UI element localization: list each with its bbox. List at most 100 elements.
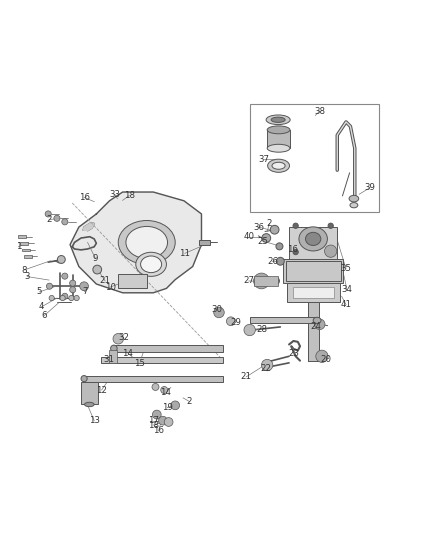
Text: 15: 15 [134,359,145,368]
Bar [83,376,223,382]
Ellipse shape [266,115,290,125]
Circle shape [276,243,283,250]
Ellipse shape [81,376,87,382]
Text: 8: 8 [21,265,27,274]
Ellipse shape [268,159,290,172]
Circle shape [152,383,159,391]
Text: 33: 33 [109,190,120,199]
Text: 17: 17 [148,416,159,425]
Circle shape [276,257,284,265]
Text: 4: 4 [39,302,44,311]
Text: 14: 14 [122,349,134,358]
Text: 18: 18 [148,421,159,430]
Bar [250,317,318,324]
Ellipse shape [272,162,285,169]
Bar [287,283,340,302]
Circle shape [62,273,68,279]
Bar [199,240,210,245]
Circle shape [80,282,88,290]
Text: 7: 7 [83,287,88,296]
Text: 37: 37 [258,155,270,164]
Text: 14: 14 [160,388,171,397]
Text: 26: 26 [267,257,278,266]
Circle shape [69,295,74,301]
Text: 23: 23 [289,349,300,358]
Text: 13: 13 [88,416,100,425]
Circle shape [113,334,124,344]
Text: 34: 34 [341,285,353,294]
Text: 5: 5 [37,287,42,296]
Circle shape [161,386,168,393]
Text: 22: 22 [261,364,272,373]
Bar [286,261,341,281]
Bar [118,274,147,287]
Ellipse shape [267,126,290,134]
Circle shape [262,233,271,243]
Circle shape [49,295,54,301]
Circle shape [93,265,102,274]
Circle shape [254,273,269,289]
Ellipse shape [141,256,162,273]
Text: 36: 36 [253,223,264,231]
Ellipse shape [126,227,168,259]
Circle shape [57,255,65,263]
Circle shape [272,278,279,285]
Polygon shape [70,192,201,293]
Circle shape [293,249,298,255]
Bar [101,357,223,363]
Text: 27: 27 [243,277,254,286]
Ellipse shape [110,345,117,352]
Text: 2: 2 [46,215,52,224]
Text: 30: 30 [211,305,223,314]
Ellipse shape [136,252,166,276]
Text: 18: 18 [124,191,135,200]
Text: 1: 1 [16,243,21,251]
Bar [22,248,30,251]
Bar [24,255,32,258]
Bar [250,104,379,212]
Circle shape [62,293,68,300]
Circle shape [325,245,337,257]
Text: 35: 35 [340,264,352,273]
Bar [113,345,223,352]
Bar [18,236,26,238]
Ellipse shape [85,402,94,407]
Text: 16: 16 [153,426,164,435]
Bar [254,276,278,286]
Ellipse shape [305,232,321,246]
Circle shape [328,223,333,229]
Text: 38: 38 [314,107,325,116]
Circle shape [70,280,76,286]
Text: 31: 31 [103,355,114,364]
Circle shape [164,418,173,426]
Circle shape [214,307,224,318]
Text: 29: 29 [230,318,241,327]
Text: 3: 3 [25,272,30,281]
Circle shape [70,287,76,293]
Circle shape [152,410,161,419]
Text: 16: 16 [287,245,298,254]
Text: 32: 32 [118,333,129,342]
Circle shape [62,219,68,225]
Text: 19: 19 [162,403,173,412]
Ellipse shape [299,227,327,251]
Text: 40: 40 [243,232,254,241]
Circle shape [54,215,60,221]
Text: 16: 16 [78,193,90,202]
Ellipse shape [313,317,321,324]
Polygon shape [83,223,94,231]
Bar [81,382,98,405]
Circle shape [226,317,235,326]
Bar [293,287,334,298]
Bar [20,242,28,245]
Circle shape [171,401,180,410]
Text: 24: 24 [311,322,322,332]
Text: 10: 10 [105,282,116,292]
Ellipse shape [350,203,358,208]
Text: 2: 2 [267,219,272,228]
Bar [109,350,117,363]
Text: 21: 21 [240,373,252,382]
Text: 2: 2 [187,397,192,406]
Ellipse shape [349,195,359,202]
Bar [283,259,343,283]
